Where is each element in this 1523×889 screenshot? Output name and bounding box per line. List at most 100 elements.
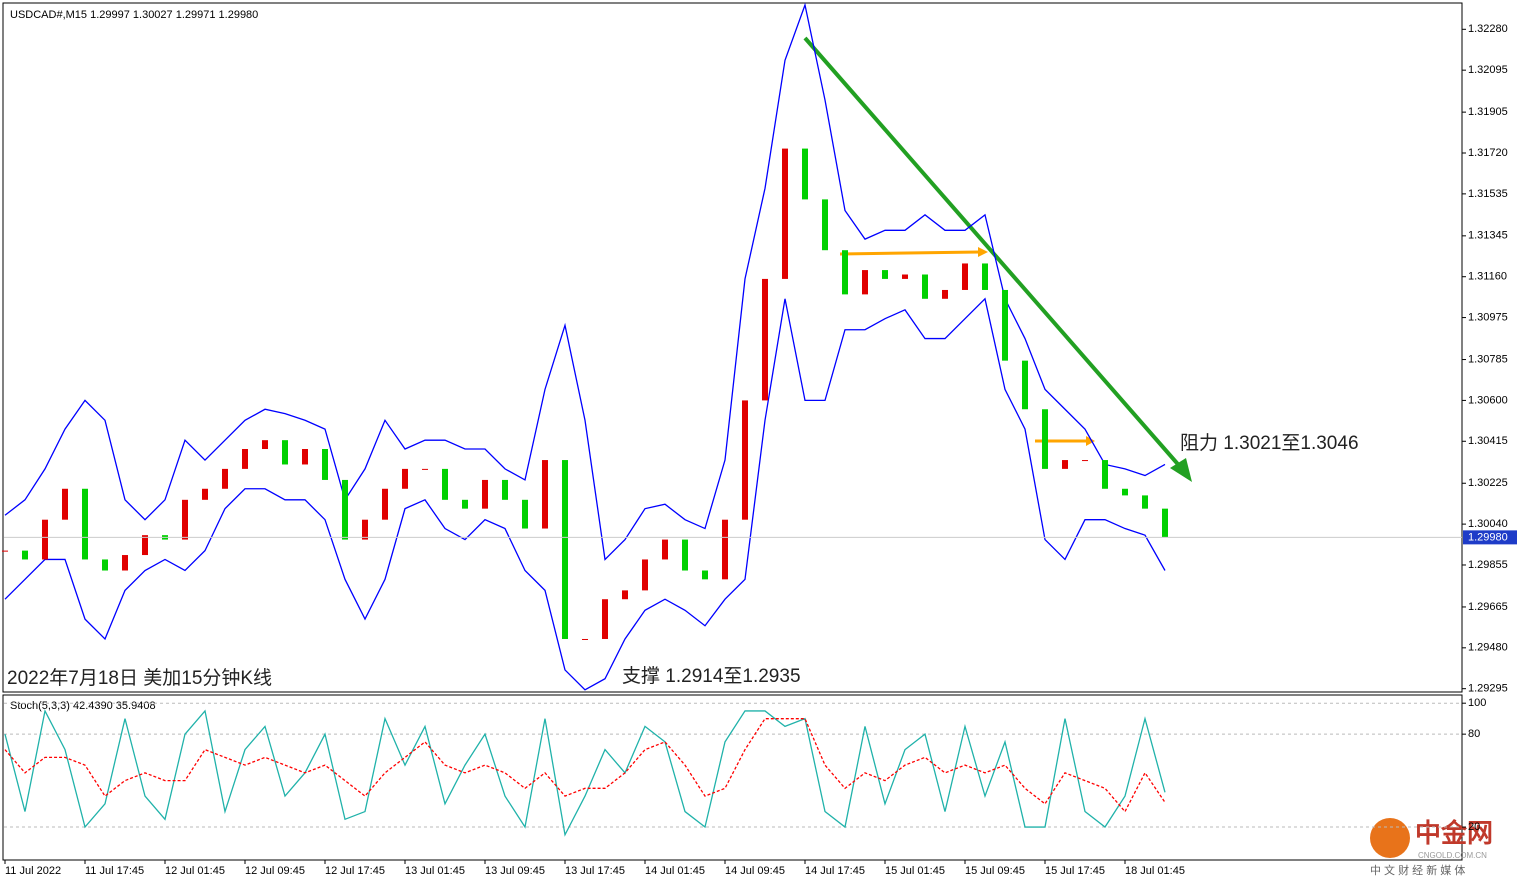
candle bbox=[822, 199, 828, 251]
y-tick-label: 1.30975 bbox=[1468, 311, 1508, 323]
candle bbox=[1162, 508, 1168, 538]
candle bbox=[122, 555, 128, 571]
y-tick-label: 1.31160 bbox=[1468, 271, 1507, 283]
x-tick-label: 13 Jul 09:45 bbox=[485, 865, 545, 877]
y-tick-label: 1.30225 bbox=[1468, 477, 1508, 489]
chart-title: USDCAD#,M15 1.29997 1.30027 1.29971 1.29… bbox=[10, 9, 258, 21]
x-tick-label: 14 Jul 09:45 bbox=[725, 865, 785, 877]
price-box bbox=[1463, 530, 1517, 545]
candle bbox=[1002, 289, 1008, 361]
price-panel bbox=[2, 2, 1463, 693]
stoch-panel bbox=[2, 694, 1463, 861]
candle bbox=[422, 468, 428, 470]
y-tick-label: 1.30415 bbox=[1468, 435, 1508, 447]
candle bbox=[402, 468, 408, 489]
candle bbox=[542, 460, 548, 529]
y-tick-label: 1.29480 bbox=[1468, 642, 1508, 654]
x-tick-label: 13 Jul 01:45 bbox=[405, 865, 465, 877]
candle bbox=[522, 499, 528, 529]
y-tick-label: 100 bbox=[1468, 697, 1486, 709]
candle bbox=[1042, 409, 1048, 469]
candle bbox=[962, 263, 968, 290]
y-tick-label: 1.31345 bbox=[1468, 230, 1508, 242]
arrow-head bbox=[1086, 436, 1095, 446]
candle bbox=[342, 479, 348, 540]
candle bbox=[862, 270, 868, 295]
price-label: 1.29980 bbox=[1468, 531, 1508, 543]
y-tick-label: 1.29855 bbox=[1468, 559, 1508, 571]
candle bbox=[582, 638, 588, 640]
candle bbox=[82, 488, 88, 560]
candle bbox=[622, 590, 628, 600]
x-tick-label: 12 Jul 01:45 bbox=[165, 865, 225, 877]
candle bbox=[882, 270, 888, 279]
candle bbox=[1142, 495, 1148, 509]
candle bbox=[462, 499, 468, 509]
candle bbox=[22, 550, 28, 560]
logo bbox=[1370, 818, 1410, 858]
y-tick-label: 1.31905 bbox=[1468, 106, 1508, 118]
candle bbox=[642, 559, 648, 591]
series-line bbox=[4, 718, 1166, 813]
x-tick-label: 15 Jul 01:45 bbox=[885, 865, 945, 877]
x-tick-label: 12 Jul 17:45 bbox=[325, 865, 385, 877]
candle bbox=[762, 278, 768, 401]
candle bbox=[922, 274, 928, 299]
y-tick-label: 80 bbox=[1468, 728, 1480, 740]
candle bbox=[842, 250, 848, 295]
candle bbox=[682, 539, 688, 571]
candle bbox=[662, 539, 668, 560]
candle bbox=[202, 488, 208, 500]
candle bbox=[182, 499, 188, 540]
annotation: 支撑 1.2914至1.2935 bbox=[622, 665, 801, 687]
x-tick-label: 15 Jul 17:45 bbox=[1045, 865, 1105, 877]
candle bbox=[302, 449, 308, 465]
y-tick-label: 1.30600 bbox=[1468, 394, 1508, 406]
candle bbox=[602, 599, 608, 639]
y-tick-label: 1.29295 bbox=[1468, 683, 1508, 695]
watermark-site: CNGOLD.COM.CN bbox=[1418, 851, 1487, 860]
candle bbox=[562, 460, 568, 639]
annotation: 2022年7月18日 美加15分钟K线 bbox=[7, 667, 272, 689]
x-tick-label: 14 Jul 17:45 bbox=[805, 865, 865, 877]
candle bbox=[1062, 460, 1068, 469]
candle bbox=[322, 449, 328, 480]
candle bbox=[742, 400, 748, 520]
y-tick-label: 1.30785 bbox=[1468, 353, 1508, 365]
candle bbox=[702, 570, 708, 580]
candle bbox=[142, 535, 148, 556]
x-tick-label: 15 Jul 09:45 bbox=[965, 865, 1025, 877]
arrow-head bbox=[978, 247, 988, 257]
level-line bbox=[839, 250, 981, 256]
y-tick-label: 1.32095 bbox=[1468, 64, 1508, 76]
candle bbox=[262, 440, 268, 450]
series-line bbox=[4, 708, 1166, 837]
stoch-title: Stoch(5,3,3) 42.4390 35.9408 bbox=[10, 700, 156, 712]
candle bbox=[442, 468, 448, 500]
series-line bbox=[4, 2, 1166, 561]
candle bbox=[282, 440, 288, 465]
candle bbox=[1022, 360, 1028, 410]
candle bbox=[1122, 488, 1128, 496]
watermark-brand: 中金网 bbox=[1415, 818, 1493, 848]
y-tick-label: 1.31535 bbox=[1468, 188, 1508, 200]
candle bbox=[222, 468, 228, 489]
candle bbox=[482, 479, 488, 509]
candle bbox=[102, 559, 108, 571]
x-tick-label: 14 Jul 01:45 bbox=[645, 865, 705, 877]
arrow-head bbox=[1170, 458, 1192, 482]
candle bbox=[2, 550, 8, 552]
x-tick-label: 13 Jul 17:45 bbox=[565, 865, 625, 877]
annotation: 阻力 1.3021至1.3046 bbox=[1180, 432, 1359, 454]
candle bbox=[942, 289, 948, 299]
candle bbox=[362, 519, 368, 540]
x-tick-label: 11 Jul 17:45 bbox=[85, 865, 144, 877]
candle bbox=[242, 449, 248, 469]
candle bbox=[802, 148, 808, 200]
series-line bbox=[4, 297, 1166, 691]
candle bbox=[62, 488, 68, 520]
candle bbox=[42, 519, 48, 560]
x-tick-label: 11 Jul 2022 bbox=[5, 865, 61, 877]
x-tick-label: 18 Jul 01:45 bbox=[1125, 865, 1185, 877]
